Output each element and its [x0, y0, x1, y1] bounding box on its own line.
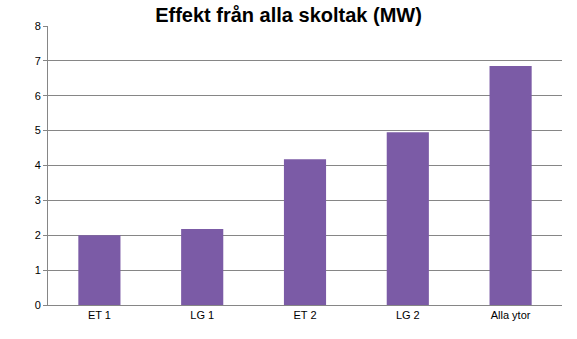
svg-text:4: 4	[35, 159, 41, 171]
svg-text:3: 3	[35, 194, 41, 206]
svg-text:0: 0	[35, 299, 41, 311]
svg-text:ET 1: ET 1	[88, 309, 111, 321]
svg-text:6: 6	[35, 90, 41, 102]
svg-text:Alla ytor: Alla ytor	[491, 309, 531, 321]
svg-text:8: 8	[35, 20, 41, 32]
svg-text:7: 7	[35, 55, 41, 67]
svg-text:2: 2	[35, 229, 41, 241]
svg-text:1: 1	[35, 264, 41, 276]
svg-text:LG 2: LG 2	[396, 309, 420, 321]
svg-text:Effekt från alla skoltak (MW): Effekt från alla skoltak (MW)	[155, 4, 422, 26]
svg-text:LG 1: LG 1	[190, 309, 214, 321]
svg-text:5: 5	[35, 124, 41, 136]
svg-text:ET 2: ET 2	[293, 309, 316, 321]
